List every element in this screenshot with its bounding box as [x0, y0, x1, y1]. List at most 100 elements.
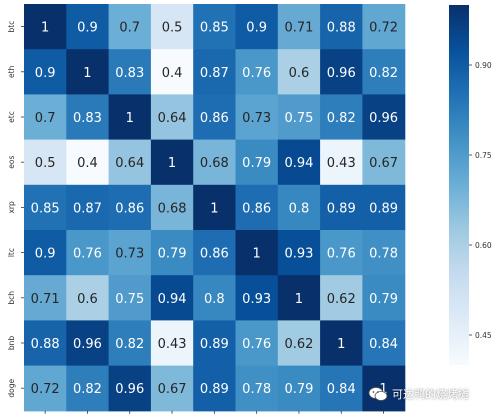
cell-btc-bch [277, 4, 321, 50]
cell-value-label: 0.9 [246, 21, 267, 36]
cell-value-label: 0.8 [289, 201, 310, 216]
y-tick-label-etc: etc [7, 111, 16, 123]
cell-value-label: 0.94 [284, 156, 313, 171]
cell-btc-eos [150, 4, 194, 50]
cell-value-label: 0.94 [158, 292, 187, 307]
cell-value-label: 0.96 [73, 337, 102, 352]
cell-xrp-bnb [320, 184, 363, 231]
cell-ltc-bnb [320, 230, 363, 276]
cell-value-label: 0.4 [162, 66, 183, 81]
cell-ltc-ltc [235, 230, 279, 276]
cell-value-label: 0.6 [289, 66, 310, 81]
cell-bnb-etc [108, 320, 152, 367]
cell-value-label: 0.86 [200, 111, 229, 126]
cell-eos-etc [108, 139, 152, 186]
cell-bnb-xrp [193, 320, 237, 367]
cell-value-label: 0.73 [242, 111, 271, 126]
colorbar-gradient [449, 5, 469, 365]
cell-value-label: 0.79 [284, 382, 313, 397]
y-tick-label-btc: btc [7, 21, 16, 33]
cell-value-label: 0.82 [73, 382, 102, 397]
cell-ltc-bch [277, 230, 321, 276]
heatmap-cells: 1 0.9 0.7 0.5 0.85 0.9 0.71 0.88 0.720.9 1 0.83 0.4… [24, 4, 406, 412]
cell-value-label: 0.83 [115, 66, 144, 81]
cell-value-label: 0.43 [158, 337, 187, 352]
cell-bnb-bch [277, 320, 321, 367]
cell-etc-xrp [193, 94, 237, 141]
cell-eth-bnb [320, 49, 363, 95]
cell-xrp-ltc [235, 184, 279, 231]
colorbar-tick-label: 0.60 [475, 241, 492, 250]
cell-bch-btc [24, 275, 67, 321]
y-tick-label-bnb: bnb [7, 336, 16, 351]
cell-value-label: 1 [210, 201, 218, 216]
cell-value-label: 0.89 [369, 201, 398, 216]
y-tick-label-ltc: ltc [7, 248, 16, 257]
cell-value-label: 1 [337, 337, 345, 352]
cell-eth-bch [277, 49, 321, 95]
cell-value-label: 1 [126, 111, 134, 126]
cell-value-label: 0.83 [73, 111, 102, 126]
cell-value-label: 0.62 [284, 337, 313, 352]
cell-value-label: 0.85 [200, 21, 229, 36]
cell-value-label: 0.4 [77, 156, 98, 171]
cell-eos-ltc [235, 139, 279, 186]
cell-xrp-eos [150, 184, 194, 231]
cell-xrp-doge [362, 184, 406, 231]
cell-value-label: 0.7 [119, 21, 140, 36]
cell-eos-xrp [193, 139, 237, 186]
y-tick-label-doge: doge [7, 378, 16, 397]
cell-value-label: 0.76 [242, 337, 271, 352]
cell-value-label: 0.96 [115, 382, 144, 397]
watermark-text: 可达鸭的烧烤摊 [392, 388, 469, 401]
colorbar: 0.45 0.60 0.75 0.90 [449, 5, 492, 365]
cell-value-label: 0.75 [284, 111, 313, 126]
cell-value-label: 0.76 [327, 247, 356, 262]
cell-xrp-xrp [193, 184, 237, 231]
cell-xrp-bch [277, 184, 321, 231]
cell-value-label: 0.84 [369, 337, 398, 352]
cell-value-label: 1 [253, 247, 261, 262]
y-tick-label-eos: eos [7, 156, 16, 169]
cell-value-label: 0.96 [369, 111, 398, 126]
cell-eth-eos [150, 49, 194, 95]
cell-value-label: 0.73 [115, 247, 144, 262]
cell-eos-eos [150, 139, 194, 186]
cell-value-label: 0.82 [327, 111, 356, 126]
cell-ltc-btc [24, 230, 67, 276]
cell-value-label: 0.72 [31, 382, 60, 397]
cell-eos-bnb [320, 139, 363, 186]
cell-value-label: 0.96 [327, 66, 356, 81]
watermark: 可达鸭的烧烤摊 [368, 386, 469, 402]
cell-etc-eos [150, 94, 194, 141]
cell-bnb-doge [362, 320, 406, 367]
cell-bch-eth [66, 275, 110, 321]
cell-value-label: 0.88 [31, 337, 60, 352]
cell-value-label: 0.9 [35, 247, 56, 262]
cell-value-label: 0.6 [77, 292, 98, 307]
cell-btc-btc [24, 4, 67, 50]
cell-etc-btc [24, 94, 67, 141]
cell-value-label: 0.78 [242, 382, 271, 397]
cell-value-label: 0.79 [158, 247, 187, 262]
cell-value-label: 0.9 [77, 21, 98, 36]
cell-value-label: 0.76 [242, 66, 271, 81]
colorbar-tick-label: 0.45 [475, 331, 492, 340]
cell-eth-eth [66, 49, 110, 95]
cell-value-label: 0.89 [200, 382, 229, 397]
cell-value-label: 0.64 [158, 111, 187, 126]
cell-value-label: 1 [83, 66, 91, 81]
cell-value-label: 0.43 [327, 156, 356, 171]
cell-doge-bch [277, 365, 321, 412]
cell-etc-bnb [320, 94, 363, 141]
cell-ltc-xrp [193, 230, 237, 276]
y-tick-label-xrp: xrp [7, 201, 16, 214]
cell-xrp-etc [108, 184, 152, 231]
cell-etc-etc [108, 94, 152, 141]
cell-doge-ltc [235, 365, 279, 412]
cell-bnb-eth [66, 320, 110, 367]
cell-value-label: 0.71 [284, 21, 313, 36]
cell-value-label: 0.86 [200, 247, 229, 262]
cell-value-label: 0.71 [31, 292, 60, 307]
